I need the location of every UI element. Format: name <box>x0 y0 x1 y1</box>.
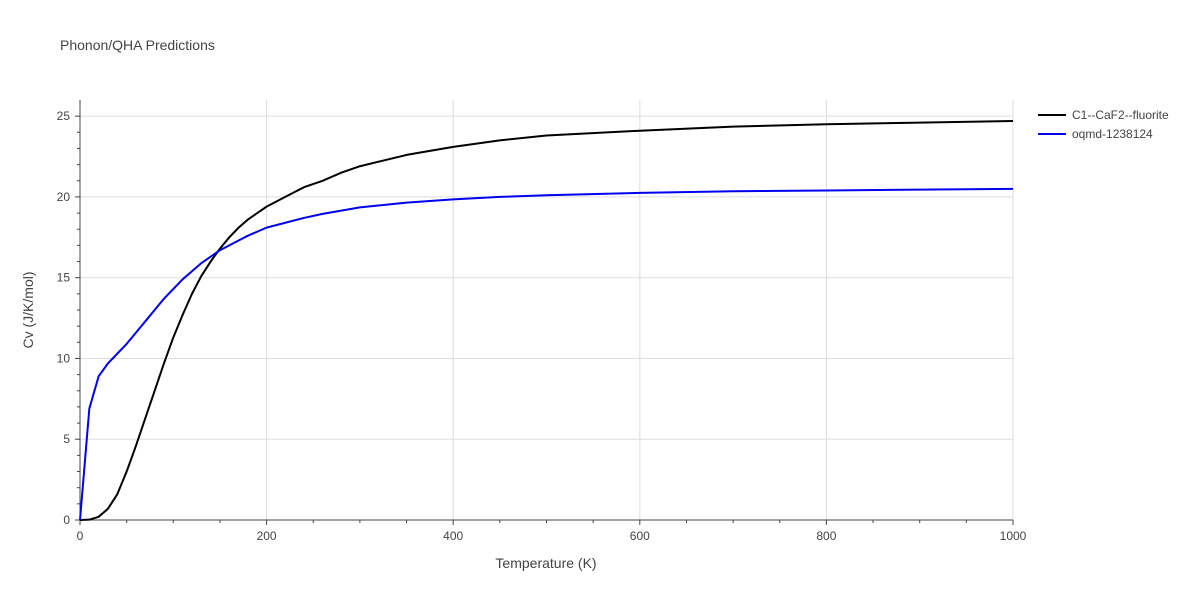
x-tick-label: 200 <box>257 529 277 543</box>
y-tick-label: 0 <box>63 513 70 527</box>
x-tick-label: 600 <box>630 529 650 543</box>
legend-item-0[interactable]: C1--CaF2--fluorite <box>1038 108 1169 122</box>
legend[interactable]: C1--CaF2--fluorite oqmd-1238124 <box>1038 108 1169 141</box>
x-axis-title: Temperature (K) <box>495 555 596 571</box>
y-tick-label: 5 <box>63 432 70 446</box>
legend-label: oqmd-1238124 <box>1072 127 1153 141</box>
y-tick-label: 10 <box>57 351 71 365</box>
series-line-0 <box>79 120 1014 521</box>
series-lines <box>79 120 1014 521</box>
x-tick-label: 0 <box>77 529 84 543</box>
legend-label: C1--CaF2--fluorite <box>1072 108 1169 122</box>
x-tick-label: 400 <box>443 529 463 543</box>
x-tick-label: 1000 <box>1000 529 1027 543</box>
axes <box>79 100 1013 521</box>
grid <box>80 100 1014 520</box>
legend-item-1[interactable]: oqmd-1238124 <box>1038 127 1153 141</box>
chart-title: Phonon/QHA Predictions <box>60 37 215 53</box>
y-tick-label: 15 <box>57 271 71 285</box>
ticks: 0 200 400 600 800 1000 0 5 10 15 20 25 <box>57 109 1027 543</box>
y-tick-label: 25 <box>57 109 71 123</box>
x-tick-label: 800 <box>816 529 836 543</box>
y-axis-title: Cv (J/K/mol) <box>20 272 36 349</box>
y-tick-label: 20 <box>57 190 71 204</box>
series-line-1 <box>79 187 1014 521</box>
